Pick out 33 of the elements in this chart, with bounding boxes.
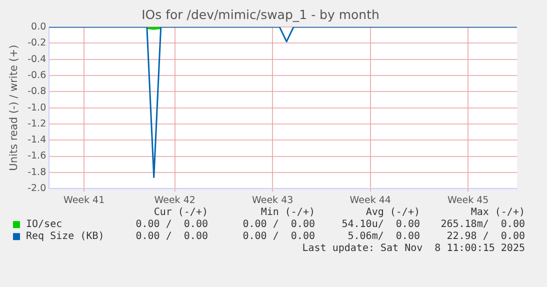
- text: 0.00 / 0.00: [136, 231, 208, 242]
- y-tick-label: -0.4: [28, 54, 46, 65]
- text: Max (-/+): [470, 207, 525, 218]
- y-tick-label: -0.2: [28, 38, 46, 49]
- text: 54.10u/ 0.00: [342, 219, 420, 230]
- text: Last update: Sat Nov 8 11:00:15 2025: [302, 243, 525, 254]
- x-tick-label: Week 43: [252, 194, 294, 206]
- text: 22.98 / 0.00: [446, 231, 525, 242]
- x-tick-label: Week 42: [154, 194, 196, 206]
- y-tick-label: -1.4: [28, 134, 46, 146]
- x-tick-label: Week 44: [350, 194, 391, 206]
- y-tick-label: 0.0: [31, 21, 46, 32]
- y-tick-label: -1.6: [28, 150, 46, 162]
- x-tick-label: Week 45: [448, 194, 489, 206]
- text: 5.06m/ 0.00: [348, 231, 420, 242]
- y-tick-label: -0.8: [28, 86, 46, 98]
- text: 0.00 / 0.00: [136, 219, 208, 230]
- text: Cur (-/+): [154, 207, 208, 218]
- y-tick-label: -1.0: [28, 102, 46, 114]
- legend-label: Req Size (KB): [26, 231, 104, 242]
- text: 0.00 / 0.00: [242, 219, 315, 230]
- y-tick-label: -1.2: [28, 118, 46, 130]
- text: 0.00 / 0.00: [242, 231, 315, 242]
- chart-title: IOs for /dev/mimic/swap_1 - by month: [142, 6, 380, 22]
- y-tick-label: -2.0: [28, 183, 46, 194]
- y-tick-label: -1.8: [28, 166, 46, 178]
- legend-label: IO/sec: [26, 219, 62, 230]
- text: 265.18m/ 0.00: [440, 219, 525, 230]
- y-axis-title: Units read (-) / write (+): [8, 44, 20, 171]
- text: Avg (-/+): [366, 207, 420, 218]
- x-tick-label: Week 41: [63, 194, 105, 206]
- text: Min (-/+): [260, 207, 315, 218]
- y-tick-label: -0.6: [28, 70, 46, 81]
